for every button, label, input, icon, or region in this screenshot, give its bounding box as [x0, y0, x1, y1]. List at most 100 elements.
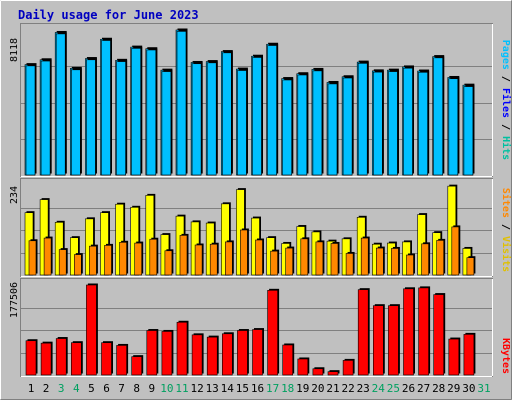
bar-pages-day-18: [282, 79, 293, 176]
bar-kbytes-day-28: [433, 294, 445, 376]
bar-pages-day-8: [131, 48, 141, 176]
bar-sites-day-6: [104, 245, 112, 276]
x-tick-label-day-13: 13: [206, 382, 219, 395]
bar-kbytes-day-27: [418, 287, 429, 376]
bar-pages-day-5: [86, 59, 96, 176]
bar-sites-day-24: [375, 247, 384, 276]
bar-kbytes-day-11: [176, 321, 188, 376]
bar-pages-day-30: [463, 86, 474, 176]
axis-label-files: Files: [500, 88, 512, 118]
bar-kbytes-day-23: [357, 289, 369, 376]
bar-kbytes-day-18: [282, 344, 294, 376]
bar-pages-day-14: [222, 52, 232, 176]
x-tick-label-day-7: 7: [118, 382, 125, 395]
bar-pages-day-1: [25, 65, 36, 176]
bar-kbytes-day-6: [101, 342, 112, 376]
bar-sites-day-1: [28, 240, 37, 276]
y-max-label: 177506: [9, 282, 20, 318]
x-tick-label-day-31: 31: [477, 382, 490, 395]
bar-sites-day-7: [119, 242, 127, 276]
x-tick-label-day-4: 4: [73, 382, 80, 395]
bar-pages-day-27: [418, 71, 428, 176]
bar-kbytes-day-17: [267, 290, 278, 376]
bar-kbytes-day-26: [403, 288, 414, 376]
x-tick-label-day-21: 21: [326, 382, 339, 395]
y-axis-label: KBytes: [500, 338, 511, 374]
x-tick-label-day-1: 1: [28, 382, 35, 395]
bar-pages-day-25: [388, 71, 398, 176]
bar-kbytes-day-7: [116, 345, 127, 376]
y-axis-label: Sites / Visits: [500, 188, 512, 272]
x-tick-label-day-22: 22: [341, 382, 354, 395]
bar-sites-day-3: [58, 249, 67, 276]
bar-sites-day-17: [270, 250, 278, 276]
bars-hits-files-pages: [24, 28, 475, 176]
bar-kbytes-day-22: [342, 360, 354, 376]
bar-pages-day-17: [267, 45, 277, 176]
x-axis-day-labels: 1 2 3 4 5 6 7 8 9 10 11 12 13 14 15 16 17 18 19 20 21 22 23 24 2…: [28, 382, 491, 395]
bar-sites-day-9: [149, 238, 158, 276]
x-tick-label-day-24: 24: [372, 382, 386, 395]
axis-label-pages: Pages: [500, 40, 511, 70]
x-tick-label-day-29: 29: [447, 382, 460, 395]
bar-pages-day-11: [176, 31, 187, 176]
bar-pages-day-22: [342, 77, 353, 176]
bar-sites-day-16: [255, 239, 263, 276]
bar-kbytes-day-15: [237, 330, 248, 376]
bar-kbytes-day-8: [131, 356, 142, 376]
x-tick-label-day-30: 30: [462, 382, 475, 395]
bar-sites-day-30: [466, 257, 475, 276]
x-tick-label-day-9: 9: [148, 382, 155, 395]
bar-pages-day-24: [372, 71, 383, 176]
bar-kbytes-day-14: [222, 333, 233, 376]
x-tick-label-day-27: 27: [417, 382, 430, 395]
x-tick-label-day-20: 20: [311, 382, 324, 395]
bar-sites-day-14: [225, 241, 233, 276]
x-tick-label-day-14: 14: [221, 382, 235, 395]
bar-kbytes-day-20: [312, 368, 324, 376]
y-max-label: 234: [9, 186, 20, 204]
x-tick-label-day-23: 23: [357, 382, 370, 395]
chart-title: Daily usage for June 2023: [18, 8, 199, 22]
x-tick-label-day-3: 3: [58, 382, 65, 395]
bar-pages-day-7: [116, 61, 126, 176]
bar-pages-day-15: [237, 70, 247, 176]
x-tick-label-day-16: 16: [251, 382, 264, 395]
bar-pages-day-28: [433, 57, 444, 176]
bars-kbytes: [25, 283, 476, 376]
bar-kbytes-day-21: [327, 371, 339, 376]
x-tick-label-day-11: 11: [175, 382, 188, 395]
bar-pages-day-23: [357, 63, 368, 176]
bar-kbytes-day-24: [372, 305, 384, 376]
axis-label-kbytes: KBytes: [500, 338, 511, 374]
bar-kbytes-day-3: [55, 338, 67, 376]
y-max-label: 8118: [9, 38, 20, 62]
bar-sites-day-25: [391, 248, 399, 276]
bar-sites-day-29: [451, 226, 460, 276]
bar-sites-day-12: [194, 244, 203, 276]
bar-kbytes-day-25: [388, 305, 399, 376]
panel-hits-files-pages: 8118 Pages / Files / Hits: [9, 23, 512, 177]
bar-kbytes-day-29: [448, 338, 460, 376]
axis-label-hits: Hits: [500, 136, 512, 160]
bar-sites-day-4: [74, 254, 82, 276]
bar-pages-day-6: [101, 40, 111, 176]
bar-kbytes-day-2: [40, 342, 52, 376]
panel-kbytes: 177506 KBytes: [9, 278, 511, 377]
bar-pages-day-16: [252, 57, 262, 176]
bar-pages-day-12: [191, 63, 202, 176]
bar-kbytes-day-16: [252, 329, 263, 376]
bar-sites-day-27: [421, 243, 429, 276]
bar-kbytes-day-5: [86, 284, 97, 376]
bar-kbytes-day-12: [191, 334, 203, 376]
bar-pages-day-2: [40, 60, 51, 176]
bar-kbytes-day-30: [463, 334, 475, 376]
x-tick-label-day-10: 10: [160, 382, 173, 395]
svg-text:Pages / Files / Hits: Pages / Files / Hits: [500, 40, 512, 160]
bar-kbytes-day-9: [146, 330, 158, 376]
x-tick-label-day-26: 26: [402, 382, 415, 395]
bar-pages-day-20: [312, 70, 323, 176]
bar-sites-day-2: [43, 237, 52, 276]
x-tick-label-day-28: 28: [432, 382, 445, 395]
